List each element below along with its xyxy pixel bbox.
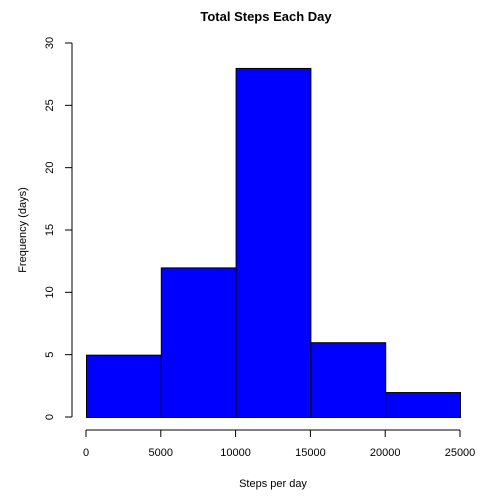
x-tick-label-4: 20000 — [370, 447, 401, 459]
histogram-bars — [86, 67, 462, 419]
y-axis-label: Frequency (days) — [17, 187, 29, 273]
histogram-bar-0 — [86, 354, 162, 418]
y-tick-label-4: 20 — [44, 162, 56, 174]
y-tick-label-0: 0 — [44, 414, 56, 420]
histogram-bar-1 — [160, 267, 237, 418]
y-tick-label-2: 10 — [44, 286, 56, 298]
x-tick-label-2: 10000 — [220, 447, 251, 459]
chart-title: Total Steps Each Day — [200, 9, 332, 24]
x-axis-label: Steps per day — [239, 478, 307, 490]
y-tick-label-6: 30 — [44, 37, 56, 49]
y-tick-label-5: 25 — [44, 99, 56, 111]
y-tick-label-1: 5 — [44, 352, 56, 358]
histogram-bar-3 — [310, 342, 387, 419]
histogram-bar-2 — [235, 67, 312, 419]
x-tick-label-5: 25000 — [445, 447, 476, 459]
y-tick-label-3: 15 — [44, 224, 56, 236]
x-axis: 0 5000 10000 15000 20000 25000 — [83, 429, 476, 459]
histogram-bar-4 — [385, 392, 462, 419]
y-axis: 0 5 10 15 20 25 30 — [44, 37, 73, 420]
x-tick-label-3: 15000 — [295, 447, 326, 459]
x-tick-label-0: 0 — [83, 447, 89, 459]
x-tick-label-1: 5000 — [149, 447, 173, 459]
